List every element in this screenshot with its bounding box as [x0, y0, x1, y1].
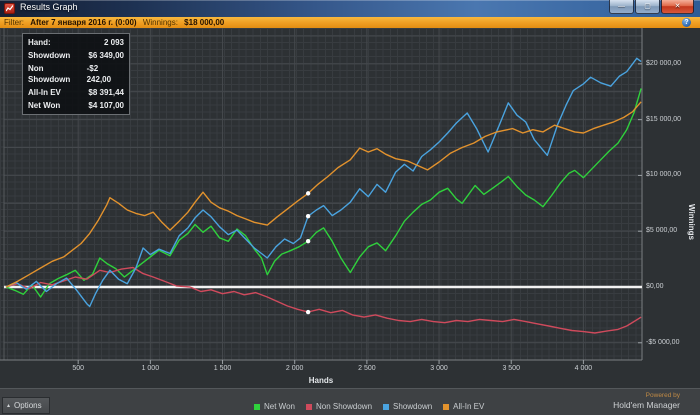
y-tick-label: $15 000,00 [646, 115, 682, 123]
y-tick-label: $5 000,00 [646, 227, 678, 235]
y-tick-label: -$5 000,00 [646, 338, 680, 346]
filter-bar: Filter: After 7 января 2016 г. (0:00) Wi… [0, 17, 700, 28]
legend-item-non-showdown[interactable]: Non Showdown [305, 402, 373, 411]
maximize-button[interactable]: ▢ [635, 0, 660, 14]
x-tick-label: 500 [72, 365, 85, 372]
legend-item-net-won[interactable]: Net Won [254, 402, 295, 411]
legend-swatch-icon [383, 403, 390, 410]
title-bar: Results Graph — ▢ ✕ [0, 0, 700, 17]
powered-by-label: Powered by [645, 392, 680, 399]
legend-swatch-icon [443, 403, 450, 410]
y-tick-label: $0,00 [646, 283, 664, 290]
stat-label: Hand: [28, 38, 51, 47]
cursor-dot-allinev [305, 191, 311, 196]
chart-legend: Net Won Non Showdown Showdown All-In EV [254, 402, 484, 411]
stat-label: Showdown [28, 51, 71, 60]
x-tick-label: 2 500 [358, 365, 376, 372]
results-chart [0, 28, 643, 364]
x-tick-label: 3 500 [502, 365, 520, 372]
y-tick-label: $10 000,00 [646, 171, 682, 179]
powered-by-block: Powered by Hold'em Manager [613, 392, 680, 411]
winnings-label: Winnings: [142, 18, 178, 27]
legend-label: Net Won [264, 402, 295, 411]
legend-swatch-icon [305, 403, 312, 410]
stat-row: Non Showdown -$2 242,00 [23, 62, 129, 86]
series-line-allinev [5, 101, 642, 288]
stat-value: -$2 242,00 [86, 64, 112, 84]
cursor-dot-netwon [305, 238, 311, 244]
minimize-button[interactable]: — [609, 0, 634, 14]
cursor-dot-nonshowdown [305, 309, 311, 315]
stat-row: Showdown $6 349,00 [23, 49, 129, 62]
x-tick-label: 2 000 [285, 365, 304, 372]
options-button-label: Options [14, 400, 42, 410]
legend-item-all-in-ev[interactable]: All-In EV [443, 402, 484, 411]
help-icon[interactable]: ? [682, 18, 691, 27]
options-arrow-icon: ▴ [7, 402, 11, 409]
filter-value: After 7 января 2016 г. (0:00) [30, 18, 137, 27]
cursor-dot-showdown [305, 213, 311, 219]
series-line-showdown [5, 57, 642, 308]
winnings-value: $18 000,00 [184, 18, 225, 27]
filter-label: Filter: [4, 18, 24, 27]
x-tick-label: 1 500 [213, 365, 232, 372]
legend-label: Showdown [393, 402, 433, 411]
stat-label: All-In EV [28, 88, 61, 97]
series-line-nonshowdown [5, 266, 642, 334]
stats-box: Hand: 2 093 Showdown $6 349,00 Non Showdown -… [22, 33, 130, 115]
stat-label: Non Showdown [28, 64, 71, 84]
stat-value: 2 093 [103, 38, 124, 47]
stat-row: Net Won $4 107,00 [23, 99, 129, 112]
chart-region: $20 000,00 $15 000,00 $10 000,00 $5 000,00 $… [0, 28, 700, 388]
x-tick-label: 3 000 [430, 365, 448, 372]
stat-row: Hand: 2 093 [23, 36, 129, 49]
results-graph-app-icon [4, 3, 15, 14]
brand-name: Hold'em Manager [613, 400, 680, 410]
legend-item-showdown[interactable]: Showdown [383, 402, 432, 411]
window-controls: — ▢ ✕ [608, 0, 694, 14]
close-button[interactable]: ✕ [661, 0, 694, 14]
window-title: Results Graph [20, 2, 78, 12]
y-tick-label: $20 000,00 [646, 59, 682, 67]
legend-label: All-In EV [453, 402, 485, 411]
series-line-netwon [5, 88, 642, 298]
stat-label: Net Won [28, 101, 61, 110]
stat-value: $8 391,44 [88, 88, 124, 97]
legend-swatch-icon [254, 403, 260, 410]
options-button[interactable]: ▴ Options [2, 397, 50, 414]
x-tick-label: 1 000 [141, 365, 160, 372]
stat-value: $6 349,00 [88, 51, 124, 60]
x-axis-title: Hands [308, 376, 334, 385]
stat-value: $4 107,00 [88, 101, 124, 110]
stat-row: All-In EV $8 391,44 [23, 86, 129, 99]
x-tick-label: 4 000 [574, 365, 593, 372]
legend-label: Non Showdown [315, 402, 373, 411]
footer-bar: ▴ Options Net Won Non Showdown Showdown All… [0, 388, 700, 415]
y-axis-title: Winnings [687, 204, 696, 240]
